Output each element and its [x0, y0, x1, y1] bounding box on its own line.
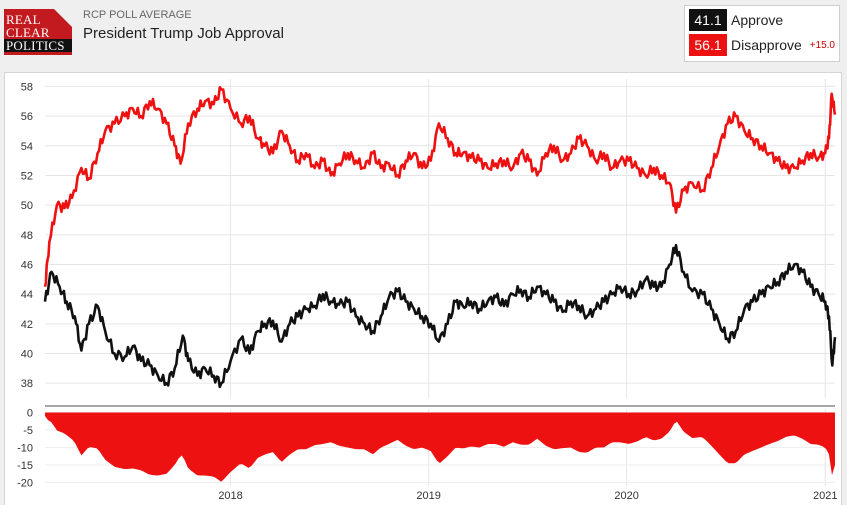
y-tick-label: 38 [21, 378, 33, 390]
chart-svg: 38 40 42 44 46 48 50 52 54 56 58 0 -5 -10 -15 -20 2018 20… [17, 79, 837, 502]
spread-tick-label: 0 [27, 408, 33, 420]
x-tick-label: 2021 [813, 490, 837, 502]
approve-label: Approve [731, 12, 784, 28]
logo-line-1: REAL [6, 12, 41, 27]
chart-title: President Trump Job Approval [83, 25, 284, 42]
logo-line-3: POLITICS [4, 39, 72, 52]
legend-disapprove[interactable]: 56.1 Disapprove +15.0 [689, 34, 837, 56]
chart-header: REAL CLEAR POLITICS RCP POLL AVERAGE Pre… [0, 0, 847, 66]
y-tick-label: 42 [21, 319, 33, 331]
spread-value: +15.0 [809, 40, 835, 51]
y-tick-label: 58 [21, 81, 33, 93]
disapprove-label: Disapprove [731, 37, 802, 53]
y-tick-label: 56 [21, 111, 33, 123]
approve-value: 41.1 [689, 9, 727, 31]
spread-area [45, 412, 835, 482]
y-tick-label: 50 [21, 200, 33, 212]
spread-tick-label: -5 [23, 425, 33, 437]
y-tick-label: 48 [21, 230, 33, 242]
spread-tick-label: -10 [17, 443, 33, 455]
y-tick-label: 44 [21, 289, 33, 301]
spread-tick-label: -20 [17, 478, 33, 490]
y-tick-label: 40 [21, 348, 33, 360]
spread-tick-label: -15 [17, 460, 33, 472]
source-label: RCP POLL AVERAGE [83, 9, 192, 21]
legend-approve[interactable]: 41.1 Approve [689, 9, 837, 31]
x-tick-label: 2020 [614, 490, 638, 502]
series-line-approve [43, 243, 837, 389]
chart-panel: 38 40 42 44 46 48 50 52 54 56 58 0 -5 -10 -15 -20 2018 20… [4, 72, 842, 505]
logo-line-2: CLEAR [6, 25, 50, 40]
disapprove-value: 56.1 [689, 34, 727, 56]
y-tick-label: 52 [21, 170, 33, 182]
y-tick-label: 46 [21, 259, 33, 271]
legend: 41.1 Approve 56.1 Disapprove +15.0 [684, 5, 840, 62]
logo-fold-corner [54, 9, 72, 27]
x-tick-label: 2018 [218, 490, 242, 502]
x-tick-label: 2019 [416, 490, 440, 502]
rcp-logo[interactable]: REAL CLEAR POLITICS [4, 9, 72, 55]
y-tick-label: 54 [21, 141, 33, 153]
series-line-disapprove [43, 86, 837, 287]
